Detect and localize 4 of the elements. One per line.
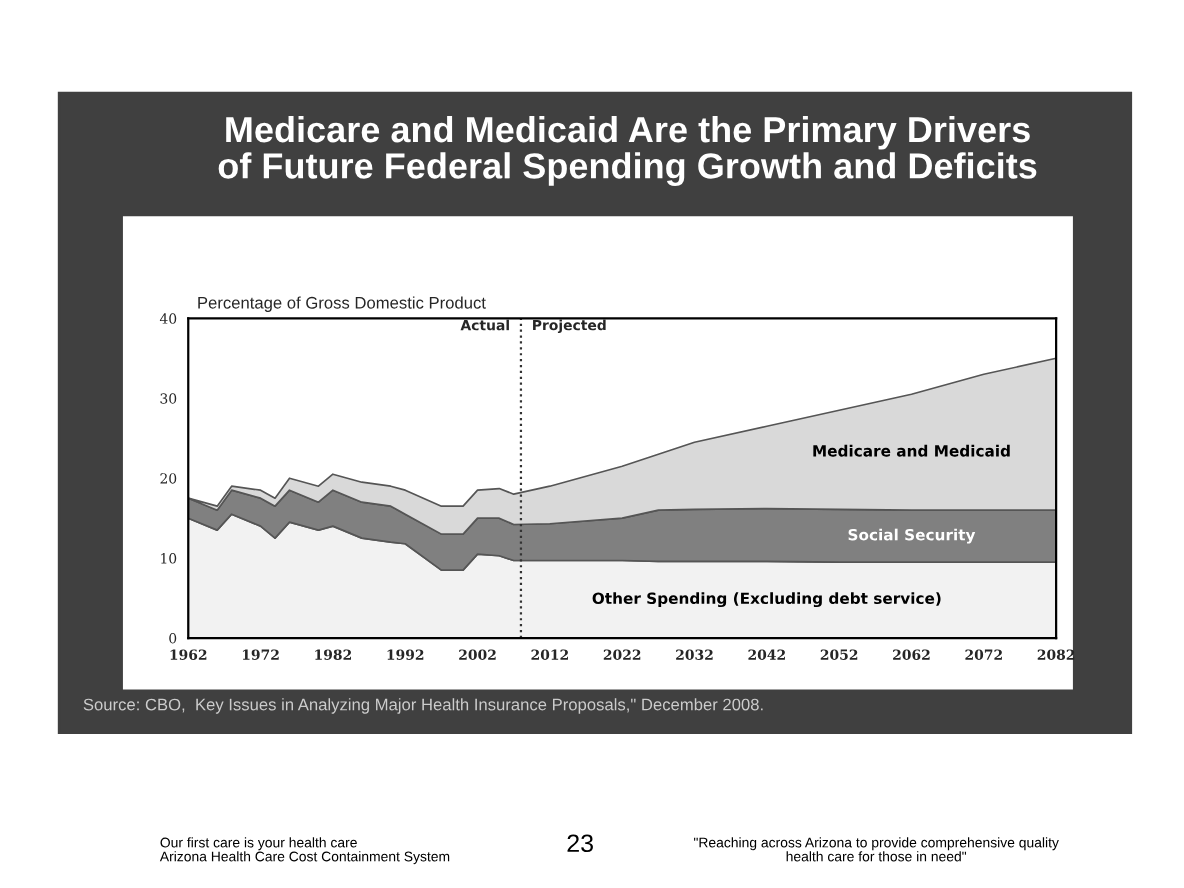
text: 23 (567, 834, 593, 853)
chart-title: Medicare and Medicaid Are the Primary Drivers of Future Federal Spending Growth and Deficits (218, 115, 1037, 187)
y-axis-title: Percentage of Gross Domestic Product (198, 296, 486, 312)
source-note: Source: CBO, Key Issues in Analyzing Major Health Insurance Proposals," December 2008. (83, 698, 763, 714)
